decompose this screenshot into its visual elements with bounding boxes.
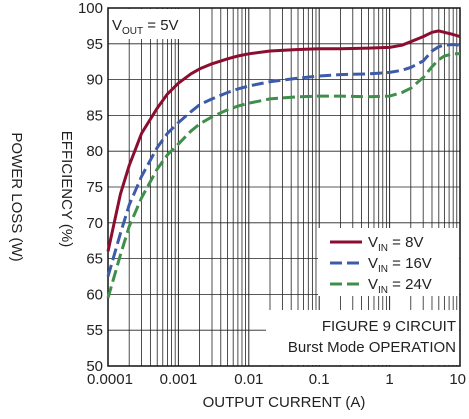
x-tick-label: 0.01	[234, 371, 263, 388]
y-tick-label: 90	[86, 72, 103, 89]
vout-main: V	[112, 17, 122, 34]
vout-annotation-box	[109, 9, 195, 39]
y-tick-label: 65	[86, 251, 103, 268]
series-line-2	[106, 43, 461, 277]
plot-frame	[107, 7, 461, 367]
series-line-3	[106, 52, 460, 299]
legend-label-sub: IN	[378, 285, 388, 296]
y-tick-label: 80	[86, 143, 103, 160]
x-tick-label: 0.001	[160, 371, 198, 388]
legend-label-2: VIN = 16V	[368, 255, 432, 275]
y2-axis-label: POWER LOSS (W)	[8, 132, 25, 261]
y-tick-label: 100	[78, 0, 103, 17]
legend-label-main: V	[368, 255, 378, 272]
figure-note-line-2: Burst Mode OPERATION	[288, 339, 456, 356]
series-layer	[106, 29, 461, 299]
legend-label-sub: IN	[378, 264, 388, 275]
y-tick-label: 55	[86, 322, 103, 339]
x-tick-label: 0.1	[309, 371, 330, 388]
y-tick-label: 50	[86, 358, 103, 375]
y-tick-label: 75	[86, 179, 103, 196]
legend-label-3: VIN = 24V	[368, 276, 432, 296]
y-tick-label: 60	[86, 286, 103, 303]
y-tick-labels: 50 55 60 65 70 75 80 85 90 95 100	[78, 0, 103, 375]
series-line-1	[106, 29, 461, 252]
y-tick-label: 85	[86, 107, 103, 124]
vout-rest: = 5V	[143, 17, 178, 34]
x-axis-label: OUTPUT CURRENT (A)	[203, 394, 366, 411]
legend-label-rest: = 8V	[388, 234, 423, 251]
legend-label-rest: = 24V	[388, 276, 432, 293]
legend-label-1: VIN = 8V	[368, 234, 423, 254]
y-axis-label: EFFICIENCY (%)	[58, 131, 75, 247]
vout-annotation: VOUT = 5V	[112, 17, 179, 37]
figure-note-box	[266, 310, 459, 365]
x-tick-label: 10	[449, 371, 466, 388]
x-tick-label: 0.0001	[87, 371, 133, 388]
legend-label-main: V	[368, 234, 378, 251]
vout-sub: OUT	[122, 26, 143, 37]
figure-note-line-1: FIGURE 9 CIRCUIT	[322, 318, 456, 335]
y-tick-label: 70	[86, 215, 103, 232]
legend-label-sub: IN	[378, 243, 388, 254]
x-tick-label: 1	[385, 371, 393, 388]
legend-label-rest: = 16V	[388, 255, 432, 272]
x-tick-labels: 0.0001 0.001 0.01 0.1 1 10	[87, 371, 466, 388]
y-tick-label: 95	[86, 36, 103, 53]
legend-label-main: V	[368, 276, 378, 293]
